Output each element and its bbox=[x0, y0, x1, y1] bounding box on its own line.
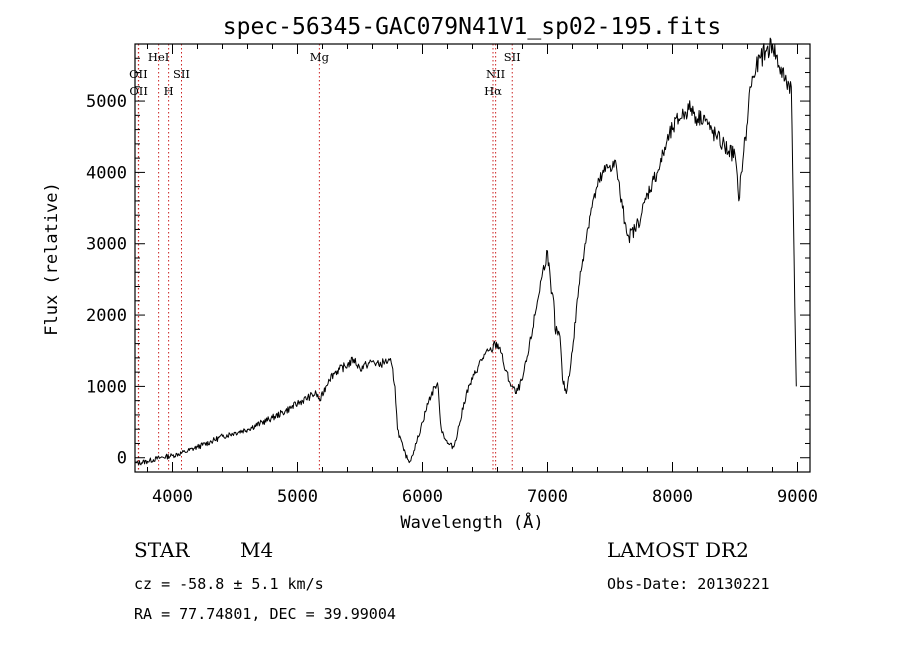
x-tick-label: 7000 bbox=[527, 487, 568, 507]
info-block: STAR M4 LAMOST DR2 cz = -58.8 ± 5.1 km/s… bbox=[134, 538, 770, 623]
x-tick-label: 6000 bbox=[402, 487, 443, 507]
line-marker-label: OII bbox=[129, 84, 148, 98]
spectrum-line bbox=[134, 37, 797, 466]
y-axis-title: Flux (relative) bbox=[42, 182, 62, 336]
line-marker-label: OII bbox=[129, 67, 148, 81]
y-tick-label: 0 bbox=[117, 449, 127, 469]
x-tick-label: 9000 bbox=[777, 487, 818, 507]
line-marker-label: Hα bbox=[484, 84, 502, 98]
redshift-velocity: cz = -58.8 ± 5.1 km/s bbox=[134, 575, 324, 593]
line-marker-label: SII bbox=[173, 67, 190, 81]
y-tick-label: 3000 bbox=[86, 235, 127, 255]
plot-frame bbox=[134, 43, 811, 473]
observation-date: Obs-Date: 20130221 bbox=[607, 575, 770, 593]
object-class: STAR bbox=[134, 538, 190, 562]
x-tick-label: 8000 bbox=[652, 487, 693, 507]
object-subclass: M4 bbox=[240, 538, 273, 562]
line-marker-label: SII bbox=[504, 50, 521, 64]
y-tick-label: 4000 bbox=[86, 163, 127, 183]
y-tick-label: 5000 bbox=[86, 92, 127, 112]
y-tick-label: 2000 bbox=[86, 306, 127, 326]
chart-title: spec-56345-GAC079N41V1_sp02-195.fits bbox=[223, 14, 722, 40]
line-marker-label: HeI bbox=[148, 50, 169, 64]
x-axis-title: Wavelength (Å) bbox=[400, 511, 543, 533]
axis-ticks: 4000 5000 6000 7000 8000 9000 0 1000 2000 3000 400… bbox=[86, 43, 818, 507]
survey-name: LAMOST DR2 bbox=[607, 538, 749, 562]
line-marker-label: Mg bbox=[310, 50, 330, 64]
line-marker-label: NII bbox=[486, 67, 505, 81]
y-tick-label: 1000 bbox=[86, 377, 127, 397]
sky-coordinates: RA = 77.74801, DEC = 39.99004 bbox=[134, 605, 396, 623]
x-tick-label: 5000 bbox=[277, 487, 318, 507]
series-layer bbox=[134, 37, 797, 466]
x-tick-label: 4000 bbox=[152, 487, 193, 507]
line-marker-label: H bbox=[164, 84, 174, 98]
